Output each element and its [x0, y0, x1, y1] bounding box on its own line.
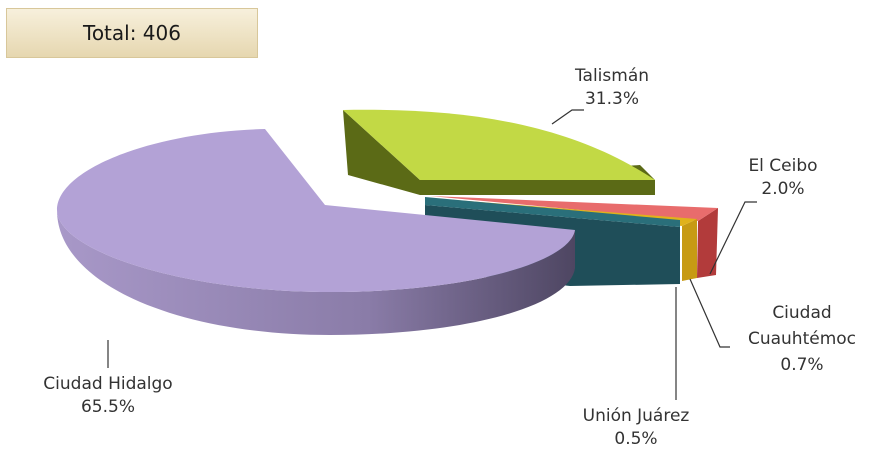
label-talisman-value: 31.3%	[585, 89, 639, 109]
slice-el-ceibo-top	[430, 196, 718, 221]
label-el-ceibo-value: 2.0%	[761, 179, 804, 199]
label-union-juarez-name: Unión Juárez	[583, 406, 690, 426]
slice-ciudad-hidalgo-top	[57, 129, 575, 292]
label-ciudad-hidalgo-value: 65.5%	[81, 397, 135, 417]
leader-talisman	[551, 109, 584, 125]
leader-ciudad-cuauhtemoc	[689, 278, 730, 348]
total-label: Total: 406	[83, 21, 181, 45]
slice-talisman	[343, 109, 655, 195]
label-talisman-name: Talismán	[574, 66, 649, 86]
slice-el-ceibo	[430, 196, 718, 278]
total-box: Total: 406	[6, 8, 258, 58]
slice-union-juarez-top	[425, 197, 680, 227]
label-union-juarez-value: 0.5%	[614, 429, 657, 449]
label-ciudad-cuauhtemoc-name-2: Cuauhtémoc	[748, 329, 856, 349]
slice-talisman-top	[343, 109, 655, 180]
slice-ciudad-hidalgo-side	[57, 210, 575, 335]
label-ciudad-cuauhtemoc-name-1: Ciudad	[772, 303, 831, 323]
leader-el-ceibo	[709, 201, 757, 275]
slice-ciudad-hidalgo	[57, 129, 575, 335]
label-ciudad-cuauhtemoc-value: 0.7%	[780, 355, 823, 375]
label-el-ceibo-name: El Ceibo	[748, 156, 817, 176]
label-ciudad-hidalgo-name: Ciudad Hidalgo	[43, 374, 172, 394]
slice-el-ceibo-side	[697, 208, 718, 278]
slice-ciudad-cuauhtemoc-side	[682, 219, 697, 281]
